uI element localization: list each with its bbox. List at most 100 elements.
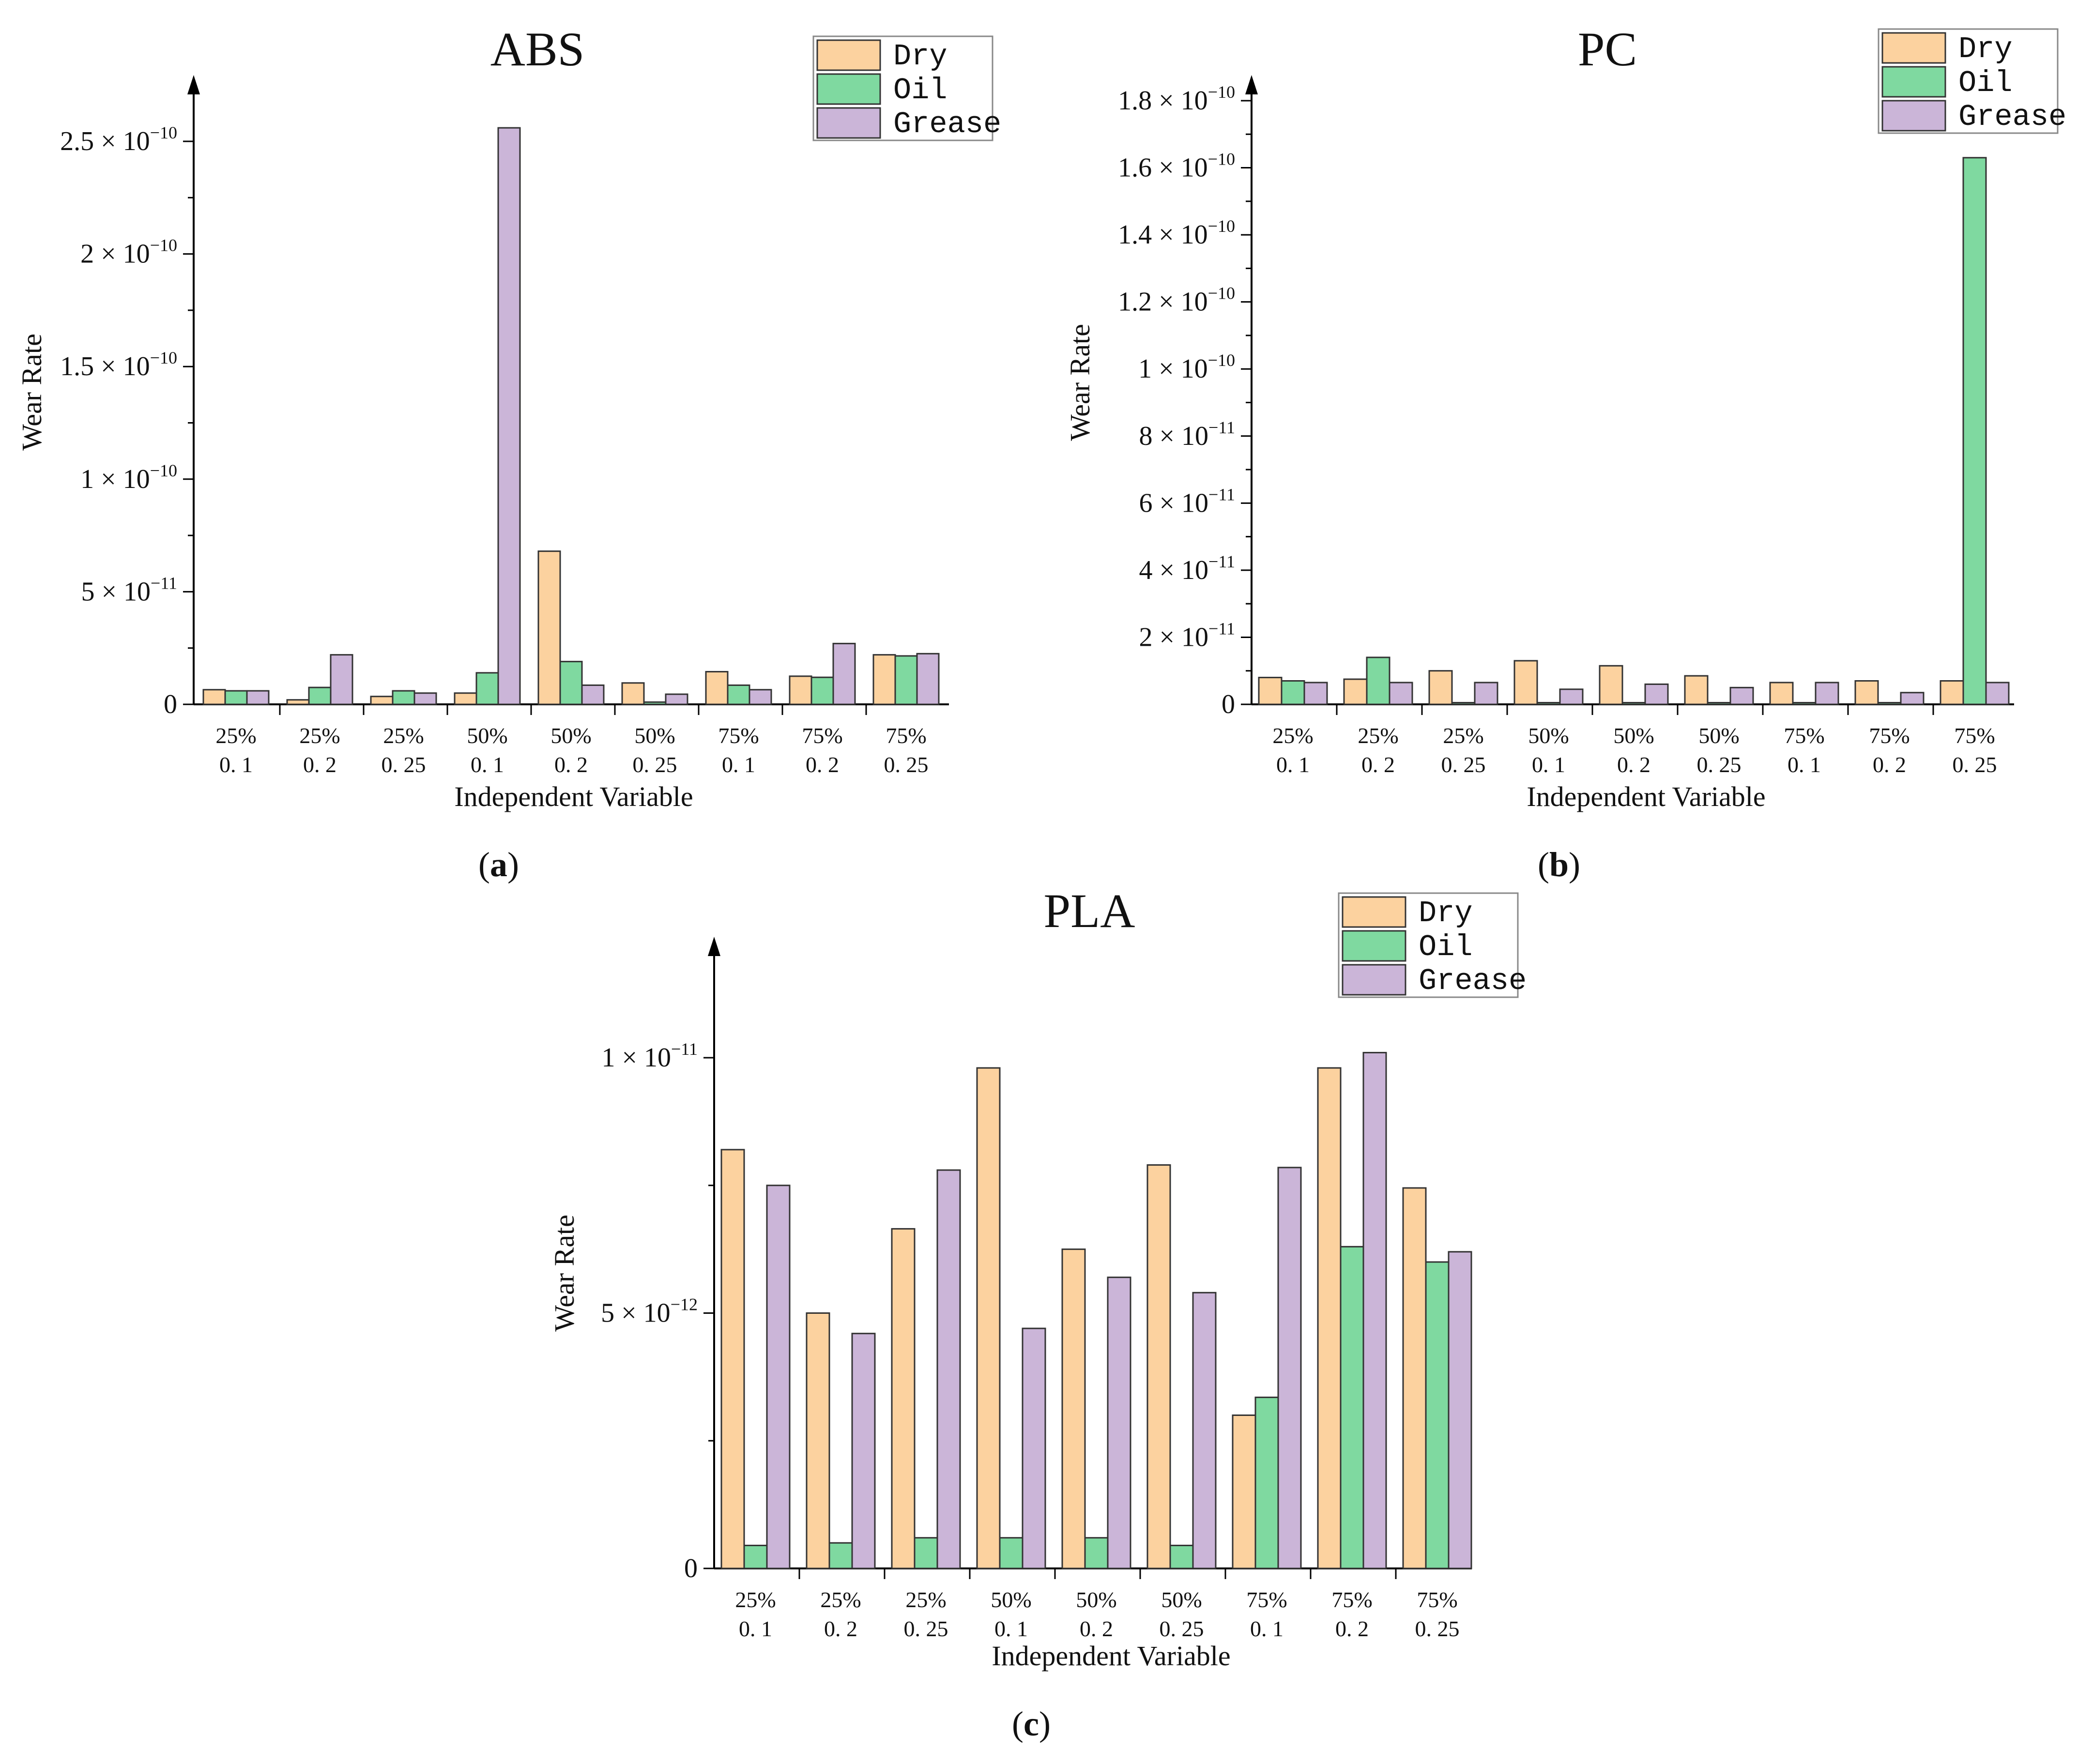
legend-label-grease: Grease [893,107,1001,141]
bar-grease [1192,1292,1217,1569]
bar-oil [743,1545,768,1569]
bar-grease [330,654,353,705]
bar-dry [1343,678,1368,705]
y-axis-arrow [187,75,200,94]
x-category-line2: 0. 1 [1788,752,1821,777]
panel-label: (a) [478,845,519,884]
bar-grease [749,689,772,705]
x-category-line2: 0. 2 [1335,1616,1369,1641]
legend-swatch-dry [1881,32,1946,64]
bar-oil [1340,1246,1364,1569]
bar-oil [559,661,583,705]
x-category-line2: 0. 25 [1697,752,1742,777]
bar-dry [537,550,561,705]
bar-oil [643,701,667,705]
x-category-line1: 25% [1443,723,1483,748]
bar-grease [1107,1277,1131,1569]
bar-oil [475,672,499,705]
bar-oil [1707,702,1731,705]
bar-grease [851,1333,876,1569]
x-category-line1: 50% [634,723,675,748]
bar-grease [832,642,856,705]
bar-grease [581,684,605,705]
x-category-line2: 0. 25 [382,752,426,777]
x-category-line1: 75% [1869,723,1910,748]
y-tick-label: 0 [164,689,177,719]
bar-grease [413,692,437,705]
bar-grease [1362,1051,1387,1569]
bar-grease [497,127,521,705]
x-category-line2: 0. 1 [722,752,755,777]
bar-dry [286,699,310,705]
bar-grease [1644,683,1669,705]
x-category-line2: 0. 2 [1873,752,1906,777]
x-category-line1: 25% [215,723,256,748]
y-tick-label: 1.6 × 10−10 [1118,150,1235,183]
x-category-line2: 0. 25 [1953,752,1997,777]
x-category-line1: 50% [1528,723,1569,748]
x-category-line1: 50% [550,723,591,748]
legend-swatch-oil [816,73,881,105]
bar-dry [891,1228,916,1569]
bar-dry [202,689,226,705]
x-category-line1: 25% [299,723,340,748]
x-category-line2: 0. 1 [739,1616,772,1641]
x-category-line1: 75% [1954,723,1995,748]
y-tick-label: 0 [684,1553,698,1583]
bar-oil [1366,656,1390,705]
x-category-line2: 0. 1 [1532,752,1565,777]
legend-swatch-dry [816,39,881,71]
y-tick-label: 1.8 × 10−10 [1118,82,1235,116]
x-category-line1: 75% [1331,1587,1372,1612]
x-axis-title: Independent Variable [454,781,693,812]
bar-grease [1303,682,1328,705]
x-category-line2: 0. 1 [219,752,253,777]
x-category-line2: 0. 25 [633,752,677,777]
bar-oil [1281,680,1305,705]
legend-label-oil: Oil [893,73,947,107]
y-tick-label: 4 × 10−11 [1139,552,1235,585]
bar-oil [1425,1261,1450,1569]
x-category-line1: 25% [383,723,424,748]
x-category-line2: 0. 2 [1080,1616,1113,1641]
y-tick-label: 6 × 10−11 [1139,485,1235,518]
bar-oil [224,690,248,705]
x-category-line2: 0. 2 [303,752,336,777]
x-category-line1: 75% [1417,1587,1457,1612]
y-tick-label: 1.4 × 10−10 [1118,216,1235,250]
bar-oil [1084,1537,1109,1569]
bar-dry [1146,1164,1171,1569]
x-category-line1: 75% [1784,723,1824,748]
bar-dry [454,692,477,705]
y-tick-label: 1 × 10−10 [1138,350,1235,384]
y-tick-label: 1 × 10−11 [601,1039,698,1073]
y-tick-label: 8 × 10−11 [1139,418,1235,451]
x-category-line1: 75% [802,723,842,748]
x-category-line2: 0. 25 [1160,1616,1204,1641]
bar-oil [914,1537,938,1569]
x-category-line2: 0. 1 [471,752,504,777]
bar-oil [1962,157,1987,705]
legend-swatch-oil [1881,66,1946,98]
bar-dry [1684,675,1709,705]
chart-abs: ABS 0 5 × 10−11 1 × 10−10 1.5 × 10−10 2 × 10−… [16,22,1001,884]
bar-oil [894,655,918,705]
bar-dry [370,696,394,705]
bar-grease [1022,1327,1046,1569]
bar-dry [1940,680,1964,705]
y-axis-arrow [1245,75,1258,94]
bar-oil [1536,702,1561,705]
legend-swatch-grease [816,107,881,139]
x-axis-title: Independent Variable [992,1640,1230,1672]
x-category-line2: 0. 1 [1276,752,1310,777]
bar-grease [665,693,688,705]
bar-dry [1061,1248,1086,1569]
bar-dry [806,1312,830,1569]
x-category-line2: 0. 1 [1250,1616,1283,1641]
chart-title: ABS [490,22,585,76]
bar-oil [1169,1545,1194,1569]
bar-oil [1451,702,1476,705]
